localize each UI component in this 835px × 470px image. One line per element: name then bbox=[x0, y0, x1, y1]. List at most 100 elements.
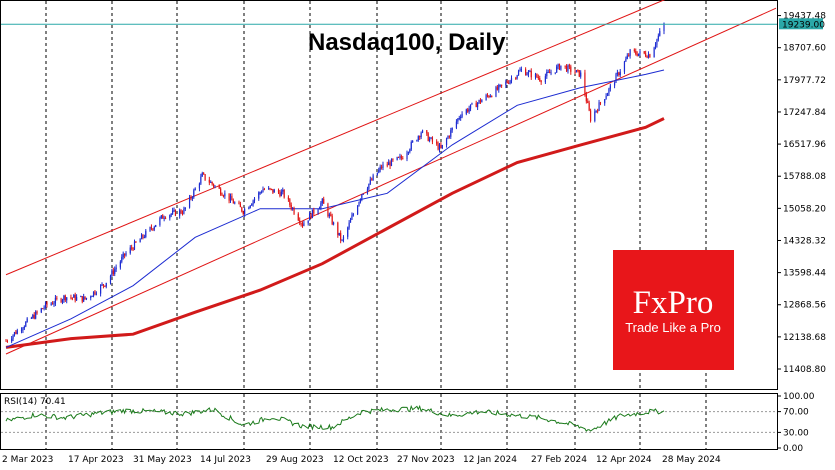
candle-body bbox=[252, 200, 254, 205]
candle-body bbox=[633, 49, 635, 52]
candle-body bbox=[338, 232, 340, 235]
candle-body bbox=[397, 157, 400, 159]
candle-body bbox=[131, 247, 133, 249]
candle-body bbox=[277, 189, 280, 193]
candle-body bbox=[399, 156, 401, 158]
rsi-tick-label: 100.00 bbox=[783, 392, 815, 402]
candle-body bbox=[190, 196, 192, 199]
candle-body bbox=[44, 302, 47, 308]
candle-body bbox=[6, 340, 9, 342]
candle-body bbox=[292, 208, 294, 210]
candle-body bbox=[475, 103, 477, 108]
candle-body bbox=[179, 210, 181, 216]
candle-body bbox=[201, 173, 203, 177]
rsi-tick-label: 0.00 bbox=[783, 444, 803, 454]
candle-body bbox=[193, 190, 195, 198]
candle-body bbox=[83, 296, 85, 302]
candle-body bbox=[160, 215, 162, 218]
date-tick-label: 12 Oct 2023 bbox=[333, 455, 389, 465]
candle-body bbox=[142, 234, 144, 238]
candle-body bbox=[356, 206, 359, 215]
candle-body bbox=[516, 75, 518, 79]
candle-body bbox=[498, 85, 500, 90]
candle-body bbox=[441, 144, 443, 149]
candle-body bbox=[351, 215, 353, 220]
candle-body bbox=[105, 282, 107, 287]
candle-body bbox=[577, 70, 579, 72]
candle-body bbox=[585, 94, 587, 102]
candle-body bbox=[597, 110, 599, 112]
candle-body bbox=[657, 35, 659, 40]
candle-body bbox=[12, 335, 14, 339]
candle-body bbox=[22, 328, 24, 331]
candle-body bbox=[479, 99, 482, 103]
candle-body bbox=[626, 55, 628, 59]
candle-body bbox=[438, 144, 441, 150]
candle-body bbox=[91, 296, 93, 298]
candle-body bbox=[30, 317, 33, 319]
candle-body bbox=[526, 74, 528, 76]
moving-averages bbox=[5, 69, 665, 349]
price-tick-label: 15788.08 bbox=[783, 172, 826, 182]
candle-body bbox=[221, 194, 223, 196]
candle-body bbox=[200, 176, 202, 184]
candle-body bbox=[174, 209, 177, 216]
candle-body bbox=[318, 208, 321, 210]
candle-body bbox=[94, 291, 96, 295]
rsi-grid bbox=[1, 411, 777, 433]
candle-body bbox=[649, 54, 651, 58]
candle-body bbox=[239, 203, 241, 208]
candle-body bbox=[218, 185, 220, 189]
price-tick-label: 12138.68 bbox=[783, 333, 826, 343]
candle-body bbox=[598, 102, 600, 111]
candle-body bbox=[340, 232, 342, 241]
candle-body bbox=[362, 193, 364, 195]
candle-body bbox=[222, 195, 225, 197]
candle-body bbox=[332, 222, 335, 225]
candle-body bbox=[389, 162, 391, 166]
channel-lines bbox=[5, 0, 777, 355]
candle-body bbox=[613, 82, 616, 86]
candle-body bbox=[419, 136, 421, 138]
candle-body bbox=[458, 118, 460, 120]
candle-body bbox=[220, 188, 222, 195]
candle-body bbox=[534, 74, 537, 78]
candle-body bbox=[348, 222, 350, 228]
current-price-badge: 19239.00 bbox=[779, 18, 825, 30]
candle-body bbox=[132, 248, 134, 250]
candle-body bbox=[501, 84, 503, 86]
candle-body bbox=[392, 159, 394, 161]
candle-body bbox=[153, 226, 155, 230]
candle-body bbox=[477, 102, 479, 108]
candle-body bbox=[574, 71, 576, 73]
candle-body bbox=[550, 72, 552, 74]
candle-body bbox=[341, 239, 343, 241]
candle-body bbox=[63, 295, 65, 301]
date-axis: 2 Mar 2023 17 Apr 2023 31 May 2023 14 Jul 2… bbox=[2, 455, 721, 465]
candle-body bbox=[33, 314, 35, 319]
candle-body bbox=[191, 197, 193, 199]
candle-body bbox=[125, 253, 127, 256]
candle-body bbox=[133, 241, 136, 250]
candle-body bbox=[382, 164, 384, 168]
candle-body bbox=[618, 72, 620, 76]
candle-body bbox=[172, 210, 174, 214]
candle-body bbox=[74, 294, 76, 301]
candle-body bbox=[232, 200, 234, 204]
candle-body bbox=[406, 153, 408, 160]
candle-body bbox=[656, 39, 658, 45]
candle-body bbox=[194, 188, 196, 191]
price-badge-bg bbox=[779, 18, 823, 30]
candle-body bbox=[499, 84, 501, 86]
candle-body bbox=[228, 193, 230, 201]
candle-body bbox=[268, 188, 270, 190]
candle-body bbox=[430, 137, 432, 139]
candle-body bbox=[587, 101, 589, 103]
ma-slow-line bbox=[5, 117, 665, 349]
candle-body bbox=[525, 69, 527, 76]
candle-body bbox=[530, 71, 532, 78]
candle-body bbox=[129, 247, 131, 254]
candle-body bbox=[349, 219, 352, 223]
candle-body bbox=[639, 51, 641, 54]
candle-body bbox=[92, 291, 95, 297]
